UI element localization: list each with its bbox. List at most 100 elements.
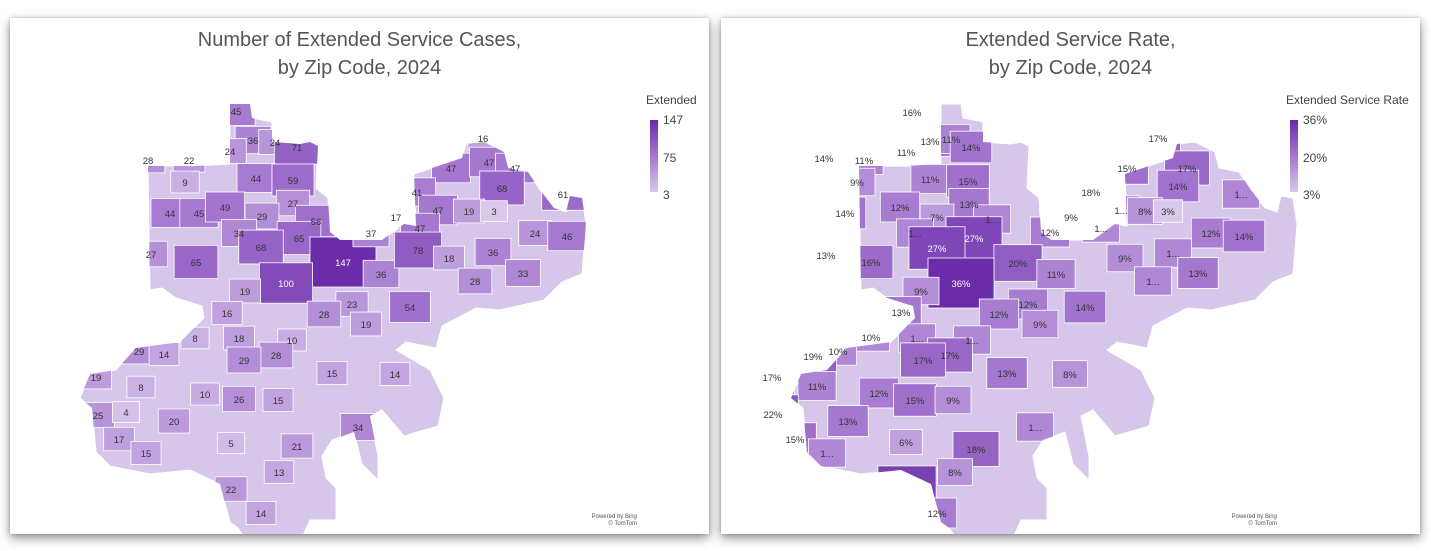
- zip-value-label: 9%: [1064, 213, 1078, 224]
- zip-region[interactable]: [306, 300, 342, 328]
- zip-value-label: 12%: [927, 509, 947, 520]
- zip-value-label: 29: [134, 347, 145, 358]
- zip-value-label: 10: [200, 390, 211, 401]
- zip-region[interactable]: [1052, 360, 1088, 388]
- zip-region[interactable]: [229, 278, 261, 304]
- zip-value-label: 14: [390, 370, 401, 381]
- zip-value-label: 47: [415, 224, 426, 235]
- zip-value-label: 4: [123, 408, 128, 419]
- legend-max: 147: [663, 113, 684, 127]
- zip-value-label: 14%: [814, 154, 834, 165]
- zip-region[interactable]: [350, 311, 382, 337]
- zip-region[interactable]: [978, 298, 1020, 330]
- zip-value-label: 11%: [921, 175, 940, 186]
- zip-code-choropleth-map[interactable]: 16%13% 11%14%11%14% 11%9% 11% 15%12% 13%14% 7%…: [721, 18, 1420, 534]
- zip-region[interactable]: [480, 200, 508, 222]
- zip-value-label: 1...: [985, 215, 998, 226]
- zip-region[interactable]: [457, 267, 493, 295]
- zip-value-label: 19: [361, 320, 372, 331]
- zip-region[interactable]: [518, 220, 552, 246]
- zip-value-label: 9%: [1033, 320, 1047, 331]
- zip-region[interactable]: [262, 388, 294, 412]
- zip-region[interactable]: [474, 237, 512, 267]
- zip-region[interactable]: [797, 371, 837, 401]
- zip-region[interactable]: [222, 385, 256, 413]
- zip-region[interactable]: [238, 229, 284, 265]
- zip-region[interactable]: [316, 361, 348, 385]
- zip-region[interactable]: [827, 405, 869, 437]
- zip-region[interactable]: [216, 432, 246, 454]
- zip-value-label: 20%: [1008, 259, 1028, 270]
- extended-rate-map-panel: Extended Service Rate, by Zip Code, 2024…: [721, 18, 1420, 534]
- zip-value-label: 47: [510, 164, 521, 175]
- zip-region[interactable]: [986, 357, 1028, 389]
- zip-region[interactable]: [889, 429, 923, 455]
- zip-value-label: 20: [169, 417, 180, 428]
- zip-region[interactable]: [126, 375, 156, 399]
- zip-region[interactable]: [157, 408, 191, 434]
- zip-value-label: 24: [270, 138, 281, 149]
- zip-region[interactable]: [130, 441, 162, 465]
- zip-value-label: 7%: [930, 213, 944, 224]
- zip-region[interactable]: [1156, 169, 1200, 203]
- zip-value-label: 36%: [951, 279, 971, 290]
- zip-region[interactable]: [1063, 290, 1107, 324]
- zip-value-label: 22: [226, 485, 237, 496]
- zip-region[interactable]: [226, 346, 262, 374]
- extended-cases-map-panel: Number of Extended Service Cases, by Zip…: [10, 18, 709, 534]
- zip-region[interactable]: [934, 385, 972, 415]
- zip-region[interactable]: [879, 191, 921, 223]
- zip-region[interactable]: [1016, 412, 1054, 442]
- zip-region[interactable]: [893, 383, 937, 417]
- legend-color-scale: [650, 120, 658, 192]
- zip-region[interactable]: [245, 501, 277, 525]
- zip-value-label: 1...: [1114, 206, 1127, 217]
- zip-value-label: 1...: [1094, 224, 1107, 235]
- zip-value-label: 10%: [861, 333, 881, 344]
- zip-region[interactable]: [479, 170, 525, 206]
- zip-value-label: 14%: [961, 143, 981, 154]
- zip-region[interactable]: [379, 362, 411, 386]
- zip-value-label: 13%: [838, 417, 858, 428]
- zip-region[interactable]: [937, 458, 973, 486]
- zip-value-label: 11%: [942, 135, 961, 146]
- zip-region[interactable]: [258, 262, 314, 304]
- zip-region[interactable]: [1222, 219, 1266, 253]
- zip-region[interactable]: [1152, 199, 1184, 223]
- zip-region[interactable]: [389, 291, 431, 323]
- legend-max: 36%: [1303, 113, 1328, 127]
- zip-region[interactable]: [433, 245, 465, 271]
- zip-region[interactable]: [1177, 257, 1219, 289]
- zip-region[interactable]: [211, 300, 243, 326]
- zip-region[interactable]: [190, 382, 220, 406]
- zip-value-label: 27: [288, 199, 299, 210]
- zip-value-label: 1...: [1166, 249, 1179, 260]
- zip-region[interactable]: [170, 170, 200, 194]
- zip-value-label: 78: [413, 246, 424, 257]
- zip-region[interactable]: [1036, 259, 1076, 289]
- zip-value-label: 8: [192, 334, 197, 345]
- zip-value-label: 9%: [850, 178, 864, 189]
- zip-value-label: 1...: [1146, 277, 1159, 288]
- zip-region[interactable]: [1134, 266, 1172, 296]
- zip-value-label: 9%: [946, 396, 960, 407]
- zip-value-label: 12%: [869, 389, 889, 400]
- zip-region[interactable]: [362, 259, 400, 289]
- zip-region[interactable]: [263, 460, 295, 484]
- zip-region[interactable]: [900, 342, 946, 378]
- zip-region[interactable]: [204, 191, 246, 223]
- zip-value-label: 47: [433, 206, 444, 217]
- zip-region[interactable]: [112, 401, 140, 423]
- zip-region[interactable]: [275, 189, 311, 217]
- zip-region[interactable]: [103, 426, 135, 452]
- zip-value-label: 27%: [927, 244, 947, 255]
- zip-region[interactable]: [1021, 309, 1059, 339]
- zip-region[interactable]: [173, 244, 219, 280]
- zip-region[interactable]: [505, 259, 541, 287]
- zip-region[interactable]: [547, 220, 587, 252]
- zip-value-label: 59: [288, 176, 299, 187]
- zip-value-label: 14%: [835, 209, 855, 220]
- zip-value-label: 13%: [891, 308, 911, 319]
- zip-region[interactable]: [280, 433, 314, 459]
